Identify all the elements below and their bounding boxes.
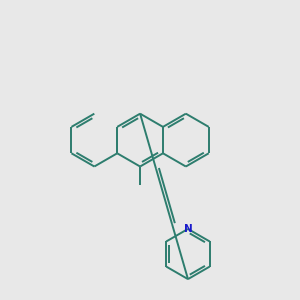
Text: N: N <box>184 224 192 234</box>
